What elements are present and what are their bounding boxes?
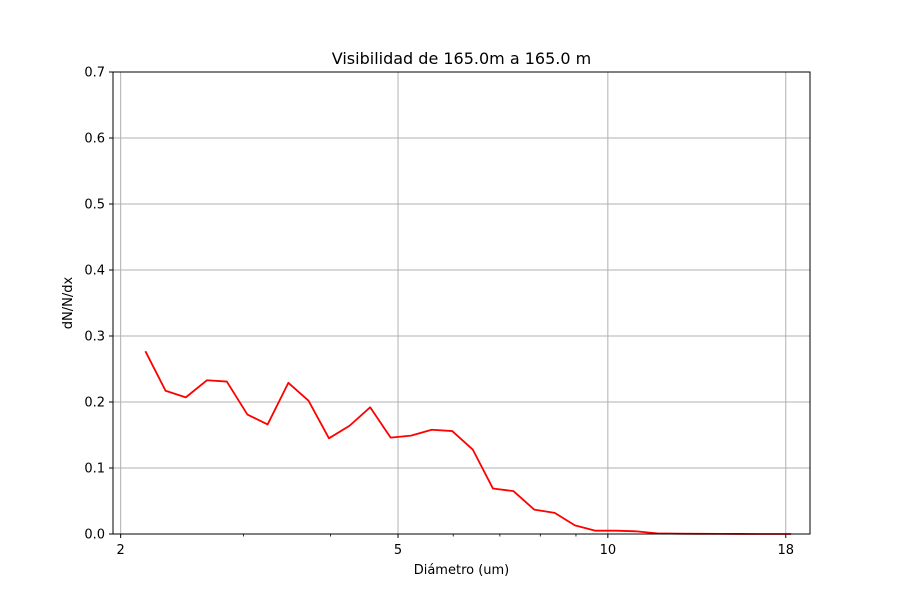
y-tick-label: 0.6 — [84, 132, 105, 147]
y-axis-label: dN/N/dx — [61, 276, 76, 329]
chart-title: Visibilidad de 165.0m a 165.0 m — [332, 49, 591, 68]
x-tick-label: 2 — [117, 543, 125, 558]
y-tick-label: 0.5 — [84, 198, 105, 213]
y-tick-label: 0.2 — [84, 396, 105, 411]
axes-frame — [112, 71, 811, 535]
x-tick-label: 10 — [600, 543, 617, 558]
x-tick-label: 18 — [777, 543, 794, 558]
grid — [113, 71, 810, 535]
ticks: 0.0 0.1 0.2 0.3 0.4 0.5 0.6 0.7 2 5 10 18 — [84, 66, 794, 559]
x-axis-label: Diámetro (um) — [414, 563, 510, 578]
y-tick-label: 0.7 — [84, 66, 105, 81]
y-tick-label: 0.0 — [84, 528, 105, 543]
x-tick-label: 5 — [394, 543, 402, 558]
y-tick-label: 0.1 — [84, 462, 105, 477]
y-tick-label: 0.4 — [84, 264, 105, 279]
y-tick-label: 0.3 — [84, 330, 105, 345]
